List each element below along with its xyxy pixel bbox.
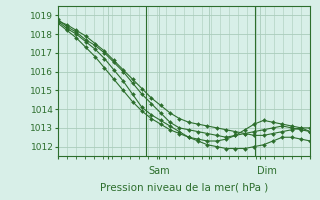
- Text: Dim: Dim: [257, 166, 277, 177]
- Text: Pression niveau de la mer( hPa ): Pression niveau de la mer( hPa ): [100, 183, 268, 193]
- Text: Sam: Sam: [148, 166, 170, 177]
